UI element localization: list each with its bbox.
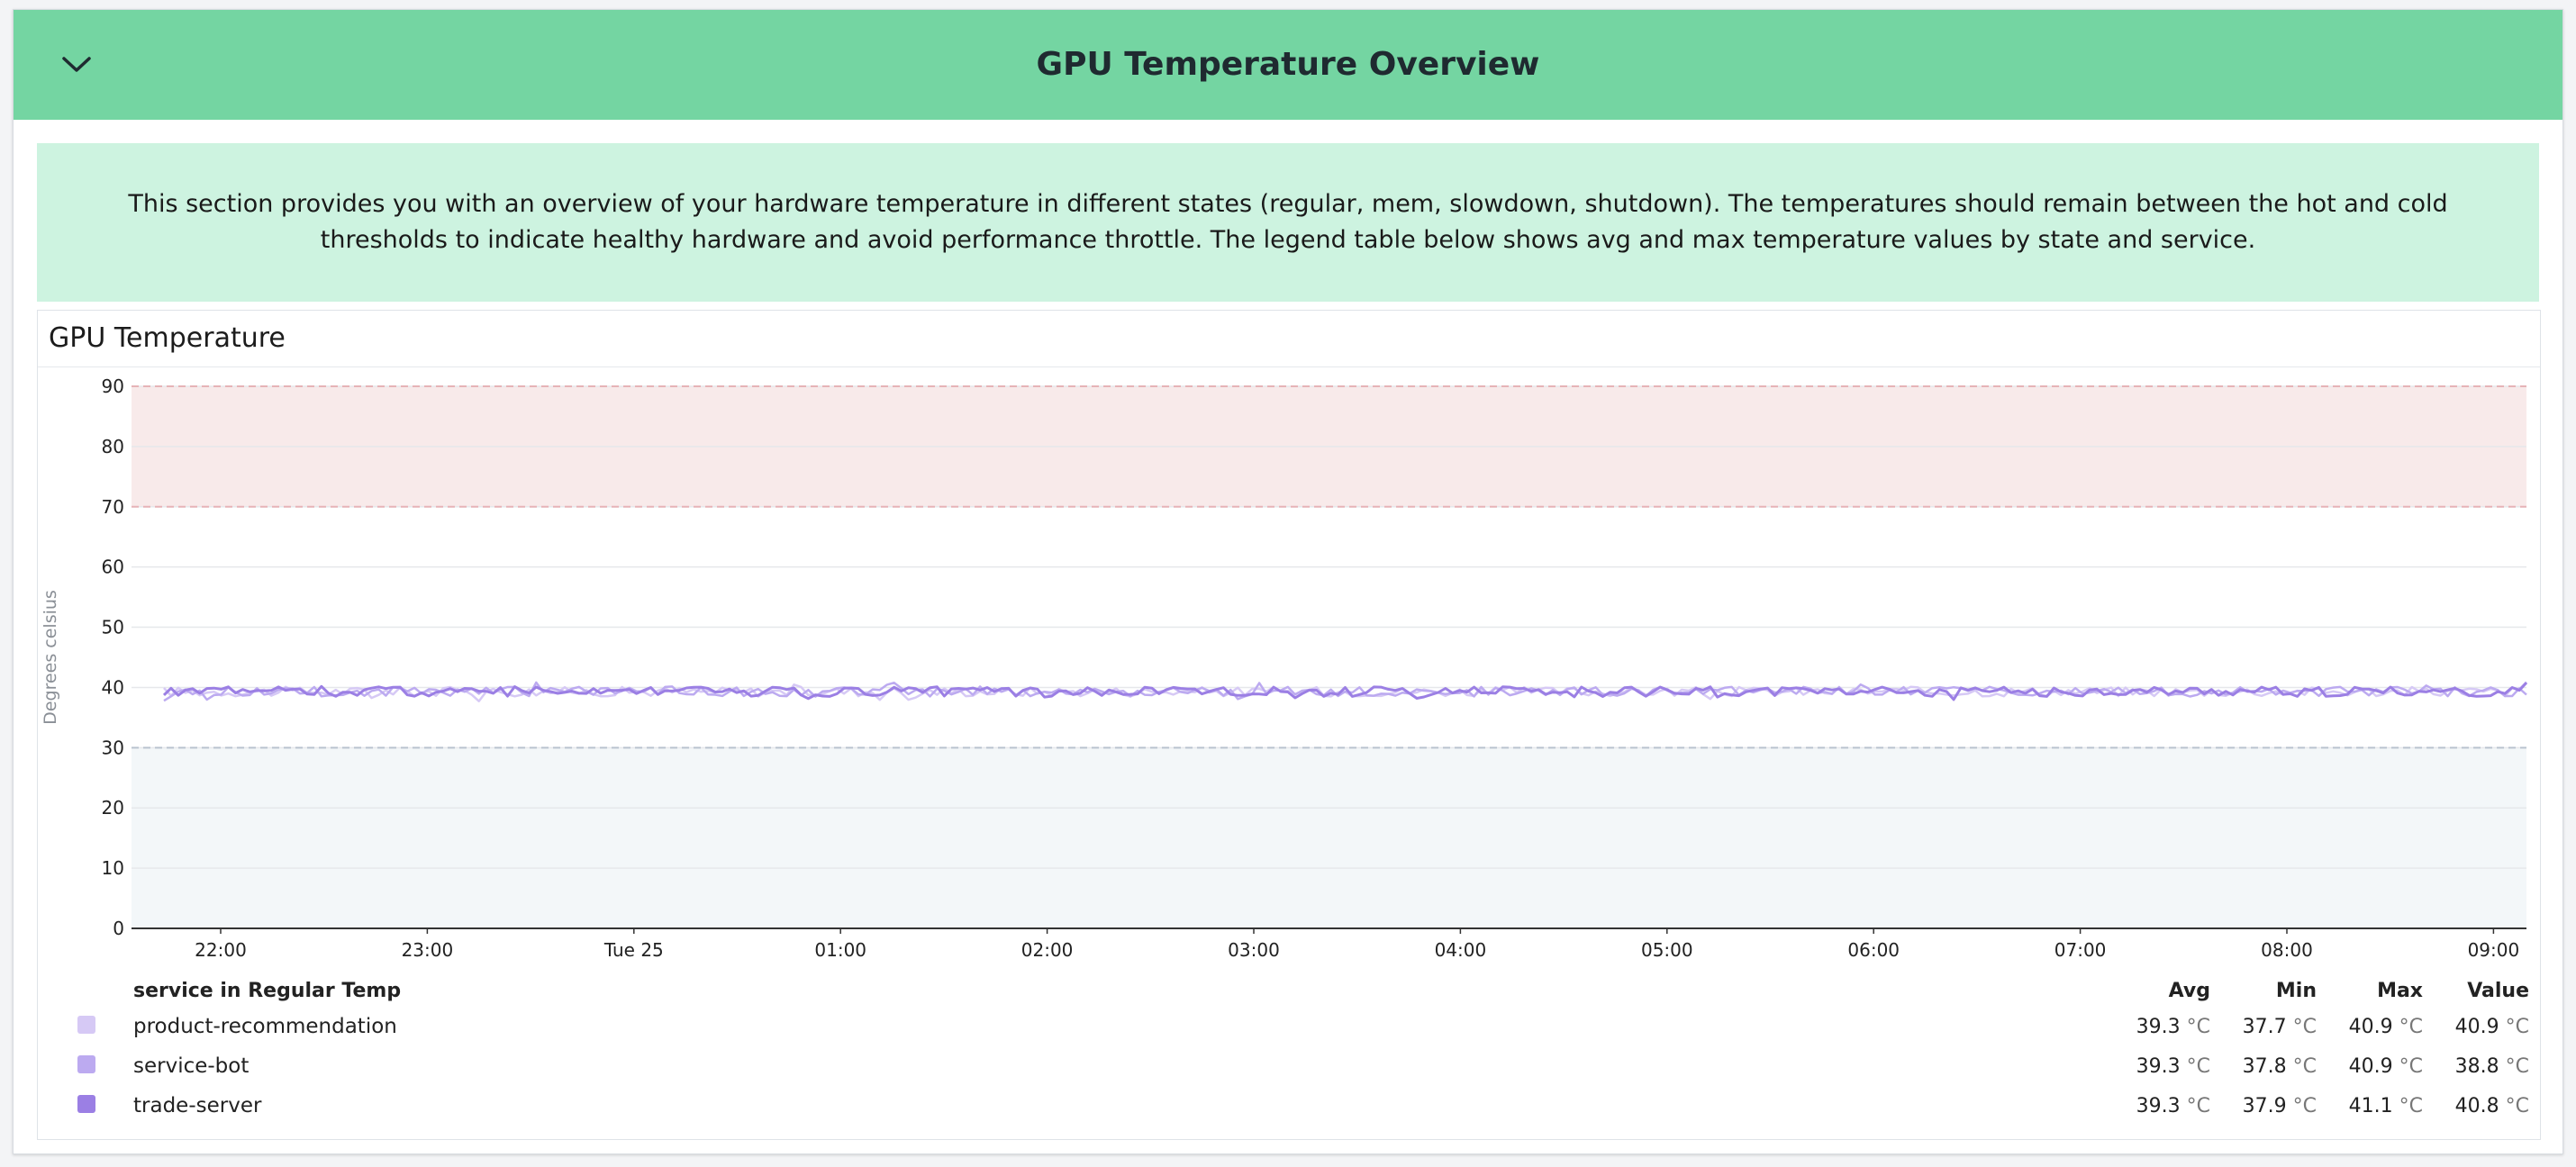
info-note-text: This section provides you with an overvi… <box>128 190 2448 254</box>
legend-swatch <box>77 1016 95 1034</box>
legend-value: 41.1 °C <box>2349 1095 2423 1117</box>
legend-series-name[interactable]: service-bot <box>133 1054 249 1078</box>
y-tick-label: 20 <box>102 797 124 819</box>
legend-value: 40.8 °C <box>2455 1095 2529 1117</box>
legend-column-value: Value <box>2467 980 2529 1002</box>
legend-value: 37.9 °C <box>2243 1095 2317 1117</box>
legend-value: 38.8 °C <box>2455 1055 2529 1078</box>
info-note: This section provides you with an overvi… <box>37 143 2539 302</box>
x-tick-label: 22:00 <box>195 939 247 961</box>
x-tick-label: 23:00 <box>402 939 454 961</box>
y-tick-label: 60 <box>102 556 124 578</box>
y-tick-label: 50 <box>102 617 124 638</box>
legend-swatch <box>77 1055 95 1073</box>
x-tick-label: Tue 25 <box>603 939 664 961</box>
x-tick-label: 09:00 <box>2468 939 2520 961</box>
x-tick-label: 07:00 <box>2054 939 2107 961</box>
x-tick-label: 06:00 <box>1847 939 1900 961</box>
legend-value: 37.8 °C <box>2243 1055 2317 1078</box>
legend-column-max: Max <box>2377 980 2423 1002</box>
legend-header: service in Regular Temp <box>133 980 401 1002</box>
y-tick-label: 30 <box>102 737 124 758</box>
legend-series-name[interactable]: product-recommendation <box>133 1015 397 1038</box>
legend-column-avg: Avg <box>2169 980 2210 1002</box>
x-tick-label: 05:00 <box>1641 939 1693 961</box>
legend-swatch <box>77 1095 95 1113</box>
y-tick-label: 10 <box>102 857 124 879</box>
legend-value: 39.3 °C <box>2136 1055 2210 1078</box>
legend-series-name[interactable]: trade-server <box>133 1094 262 1117</box>
gpu-temperature-widget: GPU Temperature 0 10 20 30 40 50 60 70 80 90 22:00… <box>37 310 2541 1140</box>
legend-value: 40.9 °C <box>2455 1016 2529 1038</box>
legend-value: 39.3 °C <box>2136 1016 2210 1038</box>
group-title: GPU Temperature Overview <box>1036 46 1540 83</box>
collapse-button[interactable] <box>50 42 104 87</box>
y-axis-label: Degrees celsius <box>41 590 60 725</box>
series-line-trade-server[interactable] <box>162 682 2528 701</box>
x-tick-label: 08:00 <box>2261 939 2313 961</box>
widget-title: GPU Temperature <box>49 322 286 354</box>
x-tick-label: 01:00 <box>814 939 866 961</box>
temperature-chart[interactable]: 0 10 20 30 40 50 60 70 80 90 22:00 23:00 Tue 25 01:00… <box>38 311 2540 1139</box>
legend-value: 39.3 °C <box>2136 1095 2210 1117</box>
group-header: GPU Temperature Overview <box>14 10 2562 120</box>
y-tick-label: 80 <box>102 436 124 457</box>
legend-value: 40.9 °C <box>2349 1055 2423 1078</box>
legend-value: 37.7 °C <box>2243 1016 2317 1038</box>
dashboard-group: GPU Temperature Overview This section pr… <box>13 9 2563 1154</box>
x-tick-label: 02:00 <box>1021 939 1074 961</box>
legend-value: 40.9 °C <box>2349 1016 2423 1038</box>
chevron-down-icon <box>62 57 91 72</box>
widget-header: GPU Temperature <box>38 311 2540 367</box>
x-tick-label: 03:00 <box>1228 939 1280 961</box>
y-tick-label: 0 <box>113 918 124 939</box>
cold-threshold-band <box>132 747 2526 928</box>
y-tick-label: 70 <box>102 496 124 518</box>
legend-column-min: Min <box>2276 980 2317 1002</box>
y-tick-label: 40 <box>102 676 124 698</box>
x-tick-label: 04:00 <box>1435 939 1487 961</box>
y-tick-label: 90 <box>102 375 124 397</box>
